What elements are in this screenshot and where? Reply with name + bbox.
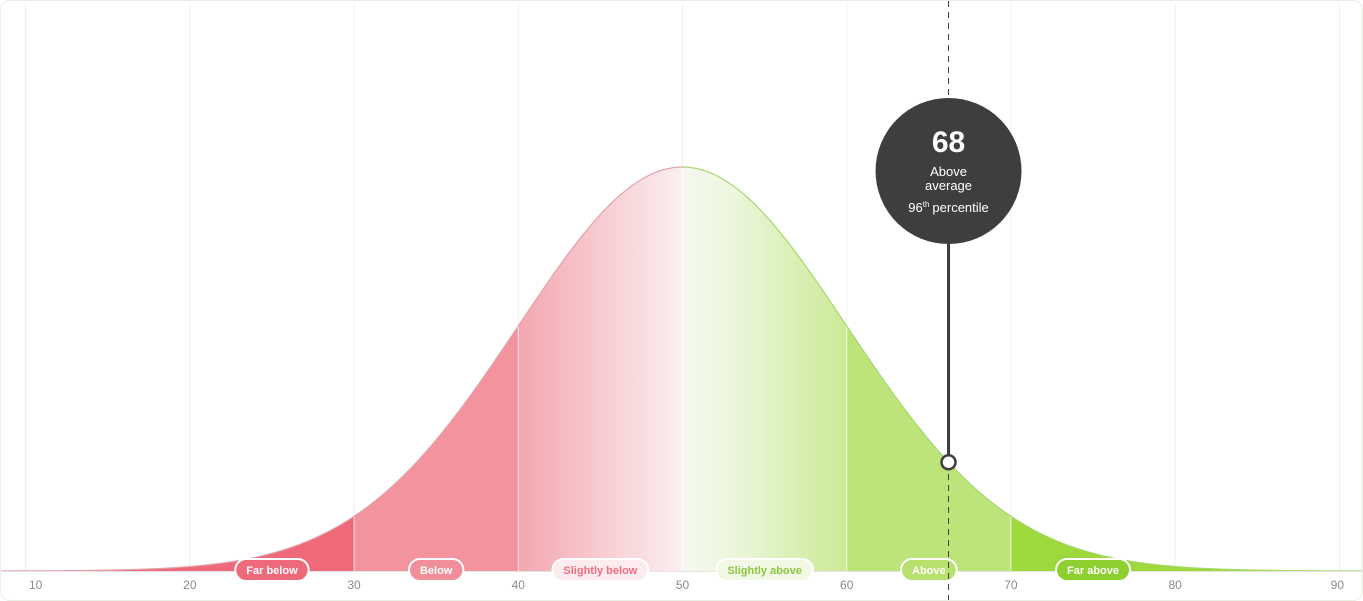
- band-label-bg: [1055, 558, 1132, 582]
- band-area: [1, 516, 355, 571]
- score-marker: 68 Above average 96th percentile: [875, 1, 1022, 600]
- band-label-text: Far below: [246, 565, 298, 577]
- marker-percentile-suffix: th: [923, 200, 930, 209]
- band-label-bg: [234, 558, 310, 582]
- outline-right: [682, 166, 1362, 572]
- band-area: [846, 325, 1011, 571]
- band-labels: Far below Below Slightly below Slightly abo…: [234, 558, 1132, 582]
- band-label-bg: [407, 558, 465, 582]
- marker-percentile-number: 96: [908, 200, 922, 215]
- band-label-pill: Far above: [1055, 558, 1132, 582]
- tick-label: 10: [29, 578, 43, 592]
- band-area: [682, 167, 847, 571]
- tick-label: 90: [1331, 578, 1345, 592]
- tick-label: 30: [347, 578, 361, 592]
- band-label-bg: [900, 558, 958, 582]
- distribution-areas: [1, 167, 1362, 571]
- tick-label: 60: [840, 578, 854, 592]
- band-label-pill: Far below: [234, 558, 310, 582]
- band-label-text: Above: [912, 565, 946, 577]
- distribution-outline: [1, 166, 1362, 572]
- tick-label: 80: [1168, 578, 1182, 592]
- band-label-pill: Below: [407, 558, 465, 582]
- marker-label-line2: average: [925, 178, 972, 193]
- marker-point: [940, 453, 957, 471]
- band-label-text: Slightly below: [563, 565, 637, 577]
- tick-label: 50: [676, 578, 690, 592]
- band-label-bg: [715, 558, 814, 582]
- outline-left: [1, 166, 683, 572]
- tick-label: 20: [183, 578, 197, 592]
- marker-bubble: [875, 98, 1022, 244]
- band-area: [354, 325, 519, 571]
- band-label-text: Slightly above: [727, 565, 802, 577]
- x-axis-ticks: 10 20 30 40 50 60 70 80 90: [29, 578, 1344, 592]
- marker-score: 68: [932, 126, 965, 159]
- band-label-bg: [551, 558, 650, 582]
- band-dividers: [353, 167, 1012, 571]
- band-label-pill: Slightly above: [715, 558, 814, 582]
- band-label-pill: Slightly below: [551, 558, 650, 582]
- band-label-pill: Above: [900, 558, 958, 582]
- tick-label: 70: [1004, 578, 1018, 592]
- band-label-text: Far above: [1067, 565, 1119, 577]
- marker-label-line1: Above: [930, 164, 967, 179]
- band-label-text: Below: [420, 565, 453, 577]
- marker-percentile-word: percentile: [932, 200, 988, 215]
- marker-percentile: 96th percentile: [908, 200, 989, 215]
- band-area: [1010, 516, 1362, 571]
- band-area: [518, 167, 683, 571]
- tick-label: 40: [512, 578, 526, 592]
